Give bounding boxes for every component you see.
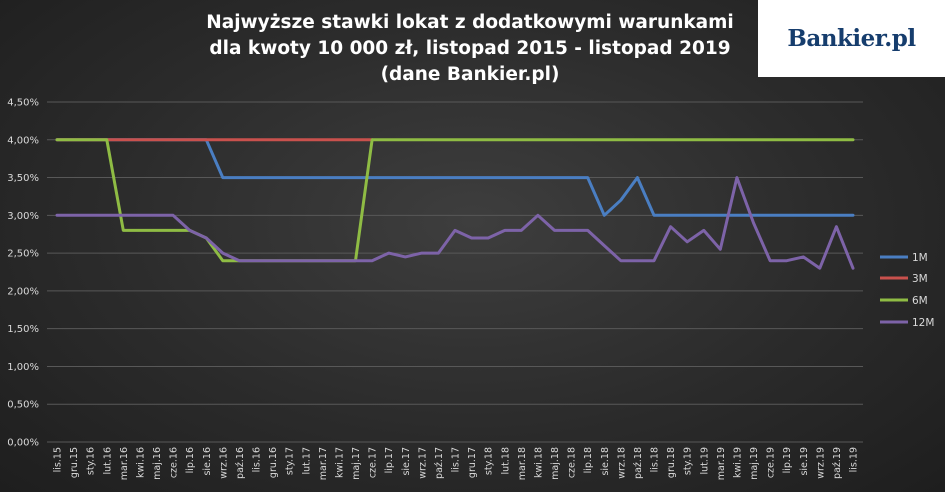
x-tick-label: paź.18	[633, 447, 644, 479]
x-tick-label: gru.15	[69, 447, 80, 478]
x-tick-label: sty.18	[484, 447, 495, 475]
series-line-6m	[55, 138, 855, 263]
x-tick-label: lut.18	[500, 447, 511, 475]
legend-label-12m: 12M	[912, 317, 934, 329]
y-tick-label: 1,50%	[7, 324, 39, 335]
x-tick-label: maj.19	[749, 447, 760, 480]
x-tick-label: wrz.16	[218, 447, 229, 479]
x-tick-label: sty.19	[683, 447, 694, 475]
x-tick-label: cze.19	[766, 447, 777, 478]
logo-text: Bankier.pl	[787, 25, 916, 52]
x-tick-label: lis.15	[53, 447, 64, 472]
y-tick-label: 3,50%	[7, 173, 39, 184]
x-tick-label: mar.19	[716, 447, 727, 480]
x-tick-label: mar.18	[517, 447, 528, 480]
y-tick-label: 1,00%	[7, 362, 39, 373]
x-tick-label: lip.18	[583, 447, 594, 473]
x-tick-label: lut.17	[301, 447, 312, 475]
title-line-1: Najwyższe stawki lokat z dodatkowymi war…	[206, 12, 734, 33]
x-tick-label: sie.19	[799, 447, 810, 476]
bankier-logo: Bankier.pl	[758, 0, 945, 77]
legend-label-1m: 1M	[912, 252, 928, 264]
x-tick-label: wrz.19	[815, 447, 826, 479]
title-line-3: (dane Bankier.pl)	[380, 64, 560, 85]
x-tick-label: kwi.17	[334, 447, 345, 478]
x-tick-label: paź.16	[235, 447, 246, 479]
x-tick-label: lut.19	[699, 447, 710, 475]
x-tick-label: gru.18	[666, 447, 677, 478]
x-tick-label: lis.17	[451, 447, 462, 472]
x-tick-label: maj.17	[351, 447, 362, 480]
x-tick-label: mar.16	[119, 447, 130, 480]
x-tick-label: paź.19	[832, 447, 843, 479]
y-tick-label: 0,50%	[7, 400, 39, 411]
x-tick-label: sie.16	[202, 447, 213, 476]
x-tick-label: lip.16	[185, 447, 196, 473]
y-tick-label: 2,00%	[7, 286, 39, 297]
x-tick-label: gru.16	[268, 447, 279, 478]
y-tick-label: 4,00%	[7, 135, 39, 146]
x-tick-label: sty.16	[86, 447, 97, 475]
x-tick-label: kwi.18	[533, 447, 544, 478]
x-tick-label: wrz.17	[417, 447, 428, 479]
x-tick-label: lis.18	[650, 447, 661, 472]
y-tick-label: 2,50%	[7, 249, 39, 260]
x-tick-label: wrz.18	[616, 447, 627, 479]
x-tick-label: kwi.16	[135, 447, 146, 478]
y-tick-label: 3,00%	[7, 211, 39, 222]
x-tick-label: maj.18	[550, 447, 561, 480]
x-tick-label: kwi.19	[732, 447, 743, 478]
x-tick-label: mar.17	[318, 447, 329, 480]
x-tick-label: cze.18	[567, 447, 578, 478]
x-tick-label: paź.17	[434, 447, 445, 479]
x-tick-label: lut.16	[102, 447, 113, 475]
x-tick-label: cze.16	[169, 447, 180, 478]
x-tick-label: cze.17	[368, 447, 379, 478]
x-tick-label: sie.18	[600, 447, 611, 476]
x-tick-label: lis.16	[252, 447, 263, 472]
legend-label-3m: 3M	[912, 273, 928, 285]
y-tick-label: 0,00%	[7, 438, 39, 449]
x-tick-label: lip.19	[782, 447, 793, 473]
y-tick-label: 4,50%	[7, 98, 39, 109]
x-tick-label: lip.17	[384, 447, 395, 473]
x-tick-label: lis.19	[849, 447, 860, 472]
x-tick-label: maj.16	[152, 447, 163, 480]
legend-label-6m: 6M	[912, 295, 928, 307]
x-tick-label: sty.17	[285, 447, 296, 475]
title-line-2: dla kwoty 10 000 zł, listopad 2015 - lis…	[209, 38, 731, 59]
x-tick-label: sie.17	[401, 447, 412, 476]
x-tick-label: gru.17	[467, 447, 478, 478]
chart-title: Najwyższe stawki lokat z dodatkowymi war…	[185, 10, 755, 88]
series-line-12m	[55, 176, 855, 270]
